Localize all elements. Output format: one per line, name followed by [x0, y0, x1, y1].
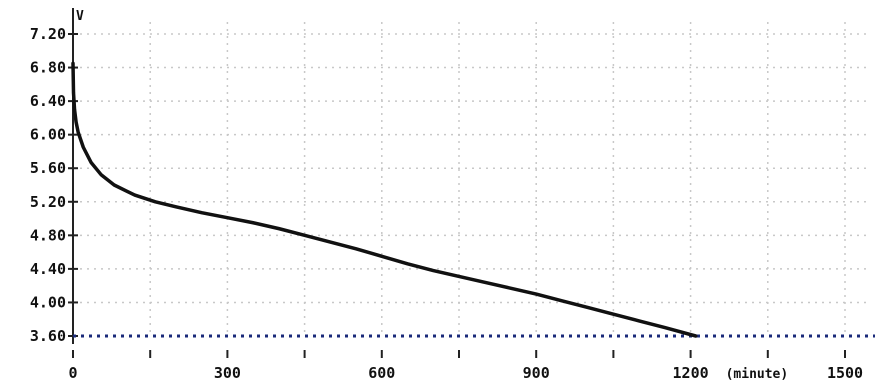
y-tick-label: 5.20	[30, 193, 66, 211]
x-tick-label: 600	[368, 364, 395, 381]
y-tick-label: 7.20	[30, 25, 66, 43]
x-tick-label: 900	[523, 364, 550, 381]
y-tick-label: 4.80	[30, 226, 66, 244]
x-axis-unit: (minute)	[726, 367, 789, 381]
y-tick-label: 3.60	[30, 327, 66, 345]
y-tick-label: 6.40	[30, 92, 66, 110]
voltage-curve	[71, 61, 698, 338]
y-tick-label: 6.80	[30, 59, 66, 77]
x-tick-label: 300	[214, 364, 241, 381]
y-tick-label: 4.00	[30, 293, 66, 311]
axes	[68, 8, 846, 358]
x-tick-label: 1500	[827, 364, 863, 381]
y-tick-label: 5.60	[30, 159, 66, 177]
tick-labels: 3.60 4.00 4.40 4.80 5.20 5.60 6.00 6.40 6.80 7.20…	[30, 9, 863, 381]
series	[71, 61, 698, 338]
y-tick-label: 4.40	[30, 260, 66, 278]
x-tick-label: 1200	[673, 364, 709, 381]
x-tick-label: 0	[68, 364, 77, 381]
y-axis-unit: V	[76, 9, 84, 24]
grid	[73, 22, 867, 336]
y-tick-label: 6.00	[30, 126, 66, 144]
